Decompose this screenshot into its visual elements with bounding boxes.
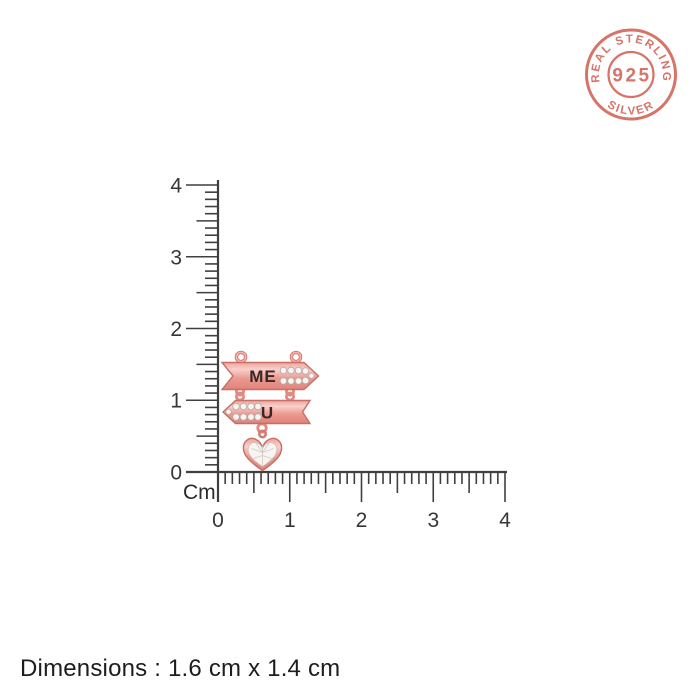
stamp-bottom-text: SILVER: [605, 99, 657, 118]
stamp-925-text: 925: [612, 66, 651, 87]
heart-crystal-facets: [251, 443, 274, 466]
top-banner-letters: ME: [249, 367, 277, 386]
pave-crystal: [239, 402, 248, 411]
h-label-4: 4: [499, 509, 511, 532]
pave-crystal: [279, 366, 288, 375]
pave-crystal: [247, 413, 255, 421]
v-label-2: 2: [170, 318, 182, 341]
pave-crystal: [301, 376, 310, 385]
top-banner-me: ME: [220, 361, 320, 391]
pave-crystal: [301, 367, 310, 375]
pave-crystal: [254, 413, 262, 421]
h-label-1: 1: [284, 509, 296, 532]
bottom-banner-pave-crystals: [225, 402, 262, 421]
sterling-silver-stamp: REAL STERLING SILVER 925: [585, 28, 677, 121]
pendant: ME U: [220, 350, 320, 472]
v-label-1: 1: [170, 390, 182, 413]
bottom-banner-u: U: [221, 399, 312, 425]
stamp-inner-ring: [607, 50, 655, 99]
pave-crystal: [294, 377, 303, 385]
pave-crystal: [232, 413, 240, 421]
bottom-banner-letters: U: [261, 404, 274, 423]
vertical-ruler-ticks: [186, 184, 218, 473]
pave-crystal: [232, 402, 240, 411]
vertical-ruler: 4 3 2 1 0 Cm: [170, 175, 220, 504]
pave-crystal: [225, 408, 232, 415]
pave-crystal: [287, 377, 295, 385]
h-label-0: 0: [212, 509, 224, 532]
h-label-3: 3: [427, 509, 439, 532]
ruler-unit-label: Cm: [183, 481, 216, 504]
dimensions-text: Dimensions : 1.6 cm x 1.4 cm: [20, 655, 341, 682]
horizontal-ruler: 0 1 2 3 4: [186, 470, 511, 532]
pave-crystal: [247, 402, 255, 411]
v-label-0: 0: [170, 462, 182, 485]
v-label-3: 3: [170, 247, 182, 270]
pave-crystal: [254, 402, 262, 411]
top-banner-pave-crystals: [279, 366, 315, 385]
v-label-4: 4: [170, 175, 182, 198]
pave-crystal: [287, 366, 295, 375]
pave-crystal: [279, 377, 288, 385]
pave-crystal: [308, 372, 315, 379]
pendant-bail-rings: [234, 350, 303, 364]
pave-crystal: [239, 413, 248, 421]
h-label-2: 2: [356, 509, 368, 532]
heart-charm: [242, 437, 283, 472]
horizontal-ruler-ticks: [217, 472, 506, 502]
pave-crystal: [294, 366, 303, 375]
stamp-outer-ring: [585, 28, 677, 121]
